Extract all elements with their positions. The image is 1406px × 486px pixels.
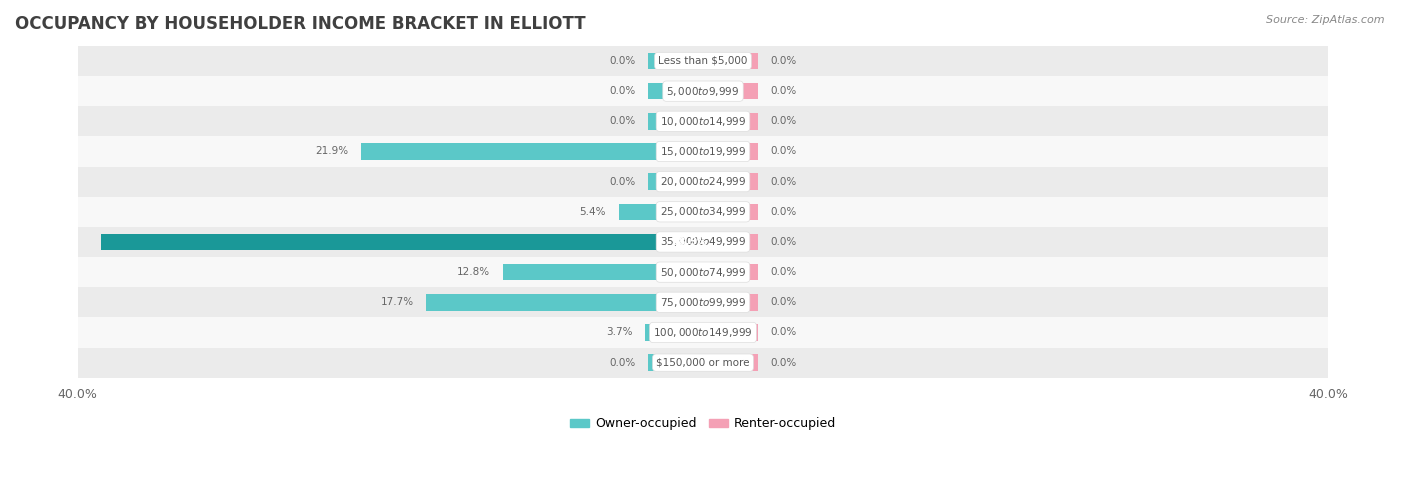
- Bar: [648, 52, 703, 69]
- Text: 21.9%: 21.9%: [315, 146, 349, 156]
- Text: 0.0%: 0.0%: [610, 176, 636, 187]
- Bar: [703, 264, 758, 280]
- Text: Less than $5,000: Less than $5,000: [658, 56, 748, 66]
- Bar: [426, 294, 703, 311]
- Legend: Owner-occupied, Renter-occupied: Owner-occupied, Renter-occupied: [565, 412, 841, 435]
- Bar: [703, 204, 758, 220]
- Text: 38.5%: 38.5%: [672, 237, 709, 247]
- Bar: [77, 137, 1329, 167]
- Bar: [703, 234, 758, 250]
- Text: $35,000 to $49,999: $35,000 to $49,999: [659, 236, 747, 248]
- Bar: [648, 113, 703, 130]
- Text: $10,000 to $14,999: $10,000 to $14,999: [659, 115, 747, 128]
- Bar: [101, 234, 703, 250]
- Text: 0.0%: 0.0%: [610, 358, 636, 367]
- Text: 0.0%: 0.0%: [770, 237, 796, 247]
- Text: 12.8%: 12.8%: [457, 267, 491, 277]
- Text: 0.0%: 0.0%: [770, 297, 796, 307]
- Text: 3.7%: 3.7%: [606, 328, 633, 337]
- Bar: [703, 174, 758, 190]
- Text: $100,000 to $149,999: $100,000 to $149,999: [654, 326, 752, 339]
- Text: $15,000 to $19,999: $15,000 to $19,999: [659, 145, 747, 158]
- Text: 0.0%: 0.0%: [770, 146, 796, 156]
- Bar: [77, 167, 1329, 197]
- Bar: [619, 204, 703, 220]
- Bar: [648, 174, 703, 190]
- Text: $50,000 to $74,999: $50,000 to $74,999: [659, 266, 747, 278]
- Bar: [703, 324, 758, 341]
- Bar: [77, 257, 1329, 287]
- Text: $150,000 or more: $150,000 or more: [657, 358, 749, 367]
- Bar: [77, 317, 1329, 347]
- Bar: [77, 46, 1329, 76]
- Bar: [648, 354, 703, 371]
- Bar: [703, 52, 758, 69]
- Text: $5,000 to $9,999: $5,000 to $9,999: [666, 85, 740, 98]
- Text: OCCUPANCY BY HOUSEHOLDER INCOME BRACKET IN ELLIOTT: OCCUPANCY BY HOUSEHOLDER INCOME BRACKET …: [15, 15, 586, 33]
- Text: 17.7%: 17.7%: [381, 297, 413, 307]
- Bar: [645, 324, 703, 341]
- Text: 0.0%: 0.0%: [770, 56, 796, 66]
- Bar: [77, 347, 1329, 378]
- Text: $20,000 to $24,999: $20,000 to $24,999: [659, 175, 747, 188]
- Bar: [703, 294, 758, 311]
- Text: 0.0%: 0.0%: [770, 328, 796, 337]
- Text: $75,000 to $99,999: $75,000 to $99,999: [659, 296, 747, 309]
- Bar: [77, 106, 1329, 137]
- Text: 0.0%: 0.0%: [770, 358, 796, 367]
- Text: 0.0%: 0.0%: [610, 56, 636, 66]
- Text: 0.0%: 0.0%: [770, 207, 796, 217]
- Text: 0.0%: 0.0%: [770, 267, 796, 277]
- Bar: [360, 143, 703, 160]
- Text: Source: ZipAtlas.com: Source: ZipAtlas.com: [1267, 15, 1385, 25]
- Bar: [703, 354, 758, 371]
- Text: 5.4%: 5.4%: [579, 207, 606, 217]
- Bar: [703, 143, 758, 160]
- Text: 0.0%: 0.0%: [770, 176, 796, 187]
- Bar: [77, 287, 1329, 317]
- Text: 0.0%: 0.0%: [610, 86, 636, 96]
- Bar: [77, 197, 1329, 227]
- Text: 0.0%: 0.0%: [610, 116, 636, 126]
- Text: 0.0%: 0.0%: [770, 86, 796, 96]
- Text: $25,000 to $34,999: $25,000 to $34,999: [659, 205, 747, 218]
- Text: 0.0%: 0.0%: [770, 116, 796, 126]
- Bar: [703, 113, 758, 130]
- Bar: [77, 227, 1329, 257]
- Bar: [703, 83, 758, 100]
- Bar: [503, 264, 703, 280]
- Bar: [77, 76, 1329, 106]
- Bar: [648, 83, 703, 100]
